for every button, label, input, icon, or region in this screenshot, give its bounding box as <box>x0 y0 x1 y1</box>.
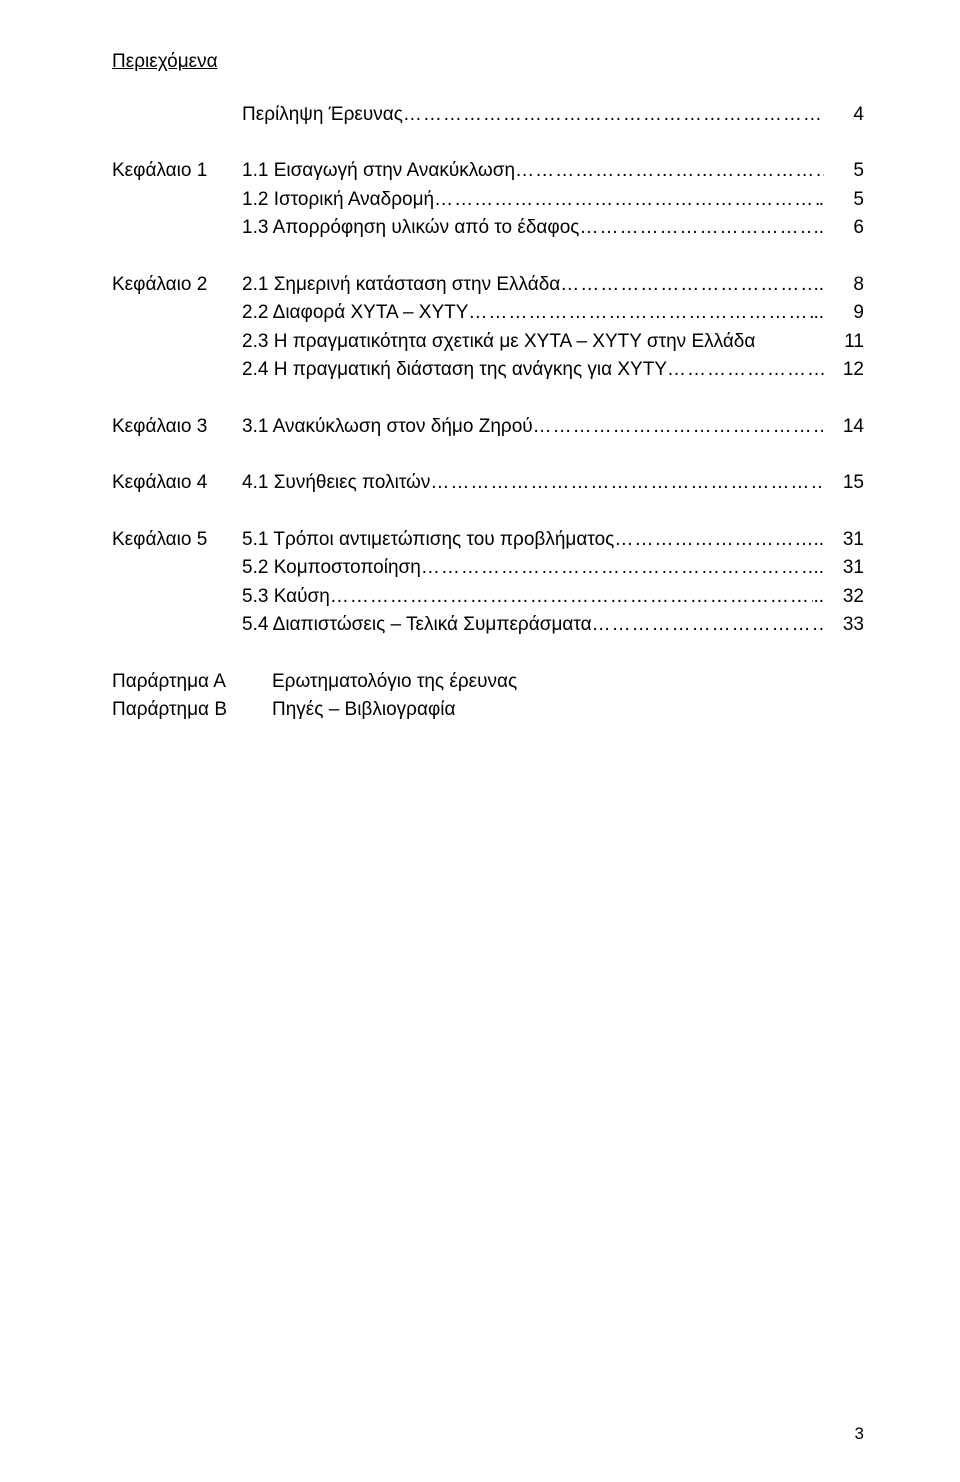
toc-page: 9 <box>824 299 864 328</box>
toc-leader <box>667 356 824 385</box>
toc-entry-text: 5.1 Τρόποι αντιμετώπισης του προβλήματος <box>242 526 614 555</box>
toc-page: 5 <box>824 157 864 186</box>
toc-leader <box>579 214 813 243</box>
toc-leader <box>403 101 824 130</box>
toc-entry-text: 3.1 Ανακύκλωση στον δήμο Ζηρού <box>242 413 533 442</box>
toc-entry-text: 4.1 Συνήθειες πολιτών <box>242 469 430 498</box>
toc-entry-text: 2.3 Η πραγματικότητα σχετικά με ΧΥΤΑ – Χ… <box>242 328 755 357</box>
toc-entry-text: 1.3 Απορρόφηση υλικών από το έδαφος <box>242 214 579 243</box>
toc-row: Κεφάλαιο 55.1 Τρόποι αντιμετώπισης του π… <box>112 526 864 555</box>
page-number: 3 <box>855 1421 864 1447</box>
toc-entry: 1.3 Απορρόφηση υλικών από το έδαφος.. <box>242 214 824 243</box>
toc-row: 2.4 Η πραγματική διάσταση της ανάγκης γι… <box>112 356 864 385</box>
toc-title: Περιεχόμενα <box>112 48 864 77</box>
toc-suffix: .. <box>813 271 824 300</box>
spacer <box>112 385 864 413</box>
toc-page: 31 <box>824 554 864 583</box>
toc-leader <box>430 469 824 498</box>
toc-page: 32 <box>824 583 864 612</box>
toc-entry: 5.3 Καύση.. <box>242 583 824 612</box>
toc-page: 31 <box>824 526 864 555</box>
toc-row: Κεφάλαιο 22.1 Σημερινή κατάσταση στην Ελ… <box>112 271 864 300</box>
toc-entry: 2.4 Η πραγματική διάσταση της ανάγκης γι… <box>242 356 824 385</box>
toc-leader <box>560 271 813 300</box>
toc-body: Περίληψη Έρευνας 4 Κεφάλαιο 11.1 Εισαγωγή … <box>112 101 864 640</box>
toc-chapter-label: Κεφάλαιο 4 <box>112 469 242 498</box>
toc-entry: 5.2 Κομποστοποίηση.. <box>242 554 824 583</box>
toc-entry-text: 2.1 Σημερινή κατάσταση στην Ελλάδα <box>242 271 560 300</box>
spacer <box>112 640 864 668</box>
toc-leader <box>533 413 824 442</box>
toc-row: 1.2 Ιστορική Αναδρομή.5 <box>112 186 864 215</box>
toc-entry: Περίληψη Έρευνας <box>242 101 824 130</box>
appendix-label: Παράρτημα Α <box>112 668 272 697</box>
toc-entry: 2.3 Η πραγματικότητα σχετικά με ΧΥΤΑ – Χ… <box>242 328 824 357</box>
toc-leader <box>592 611 819 640</box>
toc-entry-text: 2.2 Διαφορά ΧΥΤΑ – ΧΥΤΥ <box>242 299 468 328</box>
toc-entry-text: 5.4 Διαπιστώσεις – Τελικά Συμπεράσματα <box>242 611 592 640</box>
toc-row: 2.3 Η πραγματικότητα σχετικά με ΧΥΤΑ – Χ… <box>112 328 864 357</box>
toc-suffix: .. <box>813 214 824 243</box>
toc-entry: 1.2 Ιστορική Αναδρομή. <box>242 186 824 215</box>
toc-leader <box>614 526 813 555</box>
toc-row: 5.3 Καύση..32 <box>112 583 864 612</box>
toc-leader <box>434 186 819 215</box>
toc-leader <box>468 299 813 328</box>
toc-suffix: .. <box>813 526 824 555</box>
toc-entry-text: 1.2 Ιστορική Αναδρομή <box>242 186 434 215</box>
spacer <box>112 498 864 526</box>
page: Περιεχόμενα Περίληψη Έρευνας4Κεφάλαιο 11… <box>0 0 960 1482</box>
toc-row: Κεφάλαιο 33.1 Ανακύκλωση στον δήμο Ζηρού… <box>112 413 864 442</box>
spacer <box>112 441 864 469</box>
appendix-block: Παράρτημα ΑΕρωτηματολόγιο της έρευναςΠαρ… <box>112 668 864 725</box>
toc-page: 4 <box>824 101 864 130</box>
toc-page: 8 <box>824 271 864 300</box>
toc-entry-text: 5.2 Κομποστοποίηση <box>242 554 421 583</box>
toc-leader <box>421 554 814 583</box>
toc-entry: 5.1 Τρόποι αντιμετώπισης του προβλήματος… <box>242 526 824 555</box>
toc-page: 11 <box>824 328 864 357</box>
toc-page: 5 <box>824 186 864 215</box>
toc-entry: 4.1 Συνήθειες πολιτών <box>242 469 824 498</box>
toc-page: 15 <box>824 469 864 498</box>
toc-row: Κεφάλαιο 11.1 Εισαγωγή στην Ανακύκλωση 5 <box>112 157 864 186</box>
toc-suffix: .. <box>813 299 824 328</box>
toc-chapter-label: Κεφάλαιο 5 <box>112 526 242 555</box>
toc-suffix: .. <box>813 583 824 612</box>
appendix-label: Παράρτημα Β <box>112 696 272 725</box>
toc-leader <box>515 157 824 186</box>
toc-entry-text: Περίληψη Έρευνας <box>242 101 403 130</box>
toc-page: 33 <box>824 611 864 640</box>
toc-leader <box>330 583 814 612</box>
toc-entry-text: 5.3 Καύση <box>242 583 330 612</box>
appendix-text: Πηγές – Βιβλιογραφία <box>272 696 455 725</box>
spacer <box>112 129 864 157</box>
toc-entry-text: 1.1 Εισαγωγή στην Ανακύκλωση <box>242 157 515 186</box>
appendix-row: Παράρτημα ΑΕρωτηματολόγιο της έρευνας <box>112 668 864 697</box>
toc-suffix: .. <box>813 554 824 583</box>
toc-entry: 2.2 Διαφορά ΧΥΤΑ – ΧΥΤΥ.. <box>242 299 824 328</box>
toc-chapter-label: Κεφάλαιο 2 <box>112 271 242 300</box>
toc-page: 6 <box>824 214 864 243</box>
toc-row: 5.4 Διαπιστώσεις – Τελικά Συμπεράσματα.3… <box>112 611 864 640</box>
toc-chapter-label: Κεφάλαιο 3 <box>112 413 242 442</box>
toc-entry: 1.1 Εισαγωγή στην Ανακύκλωση <box>242 157 824 186</box>
toc-row: Κεφάλαιο 44.1 Συνήθειες πολιτών 15 <box>112 469 864 498</box>
toc-chapter-label: Κεφάλαιο 1 <box>112 157 242 186</box>
spacer <box>112 243 864 271</box>
toc-entry: 2.1 Σημερινή κατάσταση στην Ελλάδα.. <box>242 271 824 300</box>
toc-entry: 3.1 Ανακύκλωση στον δήμο Ζηρού <box>242 413 824 442</box>
toc-row: Περίληψη Έρευνας 4 <box>112 101 864 130</box>
toc-row: 2.2 Διαφορά ΧΥΤΑ – ΧΥΤΥ..9 <box>112 299 864 328</box>
toc-page: 14 <box>824 413 864 442</box>
toc-page: 12 <box>824 356 864 385</box>
appendix-text: Ερωτηματολόγιο της έρευνας <box>272 668 517 697</box>
toc-row: 1.3 Απορρόφηση υλικών από το έδαφος..6 <box>112 214 864 243</box>
toc-row: 5.2 Κομποστοποίηση..31 <box>112 554 864 583</box>
appendix-row: Παράρτημα ΒΠηγές – Βιβλιογραφία <box>112 696 864 725</box>
toc-entry: 5.4 Διαπιστώσεις – Τελικά Συμπεράσματα. <box>242 611 824 640</box>
toc-entry-text: 2.4 Η πραγματική διάσταση της ανάγκης γι… <box>242 356 667 385</box>
